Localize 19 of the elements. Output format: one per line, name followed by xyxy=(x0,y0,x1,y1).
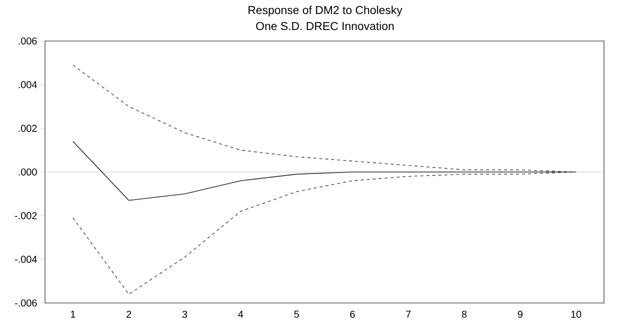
x-tick-label: 7 xyxy=(406,310,411,318)
x-tick-label: 9 xyxy=(518,310,522,318)
y-tick-label: .000 xyxy=(18,168,37,176)
x-tick-label: 6 xyxy=(350,310,355,318)
chart-subtitle: One S.D. DREC Innovation xyxy=(256,22,394,30)
chart-title: Response of DM2 to Cholesky xyxy=(248,6,402,16)
y-tick-label: -.004 xyxy=(14,256,37,263)
x-tick-label: 4 xyxy=(238,310,244,318)
y-tick-label: .002 xyxy=(18,124,37,132)
x-tick-label: 10 xyxy=(571,310,582,318)
x-tick-label: 8 xyxy=(462,310,467,318)
y-tick-label: -.006 xyxy=(14,299,37,307)
x-tick-label: 1 xyxy=(70,310,76,318)
y-tick-label: .006 xyxy=(18,37,37,45)
y-tick-label: -.002 xyxy=(14,212,37,220)
x-tick-label: 2 xyxy=(126,310,132,318)
x-tick-label: 3 xyxy=(182,310,188,318)
y-tick-label: .004 xyxy=(18,81,37,88)
x-tick-label: 5 xyxy=(294,310,299,318)
